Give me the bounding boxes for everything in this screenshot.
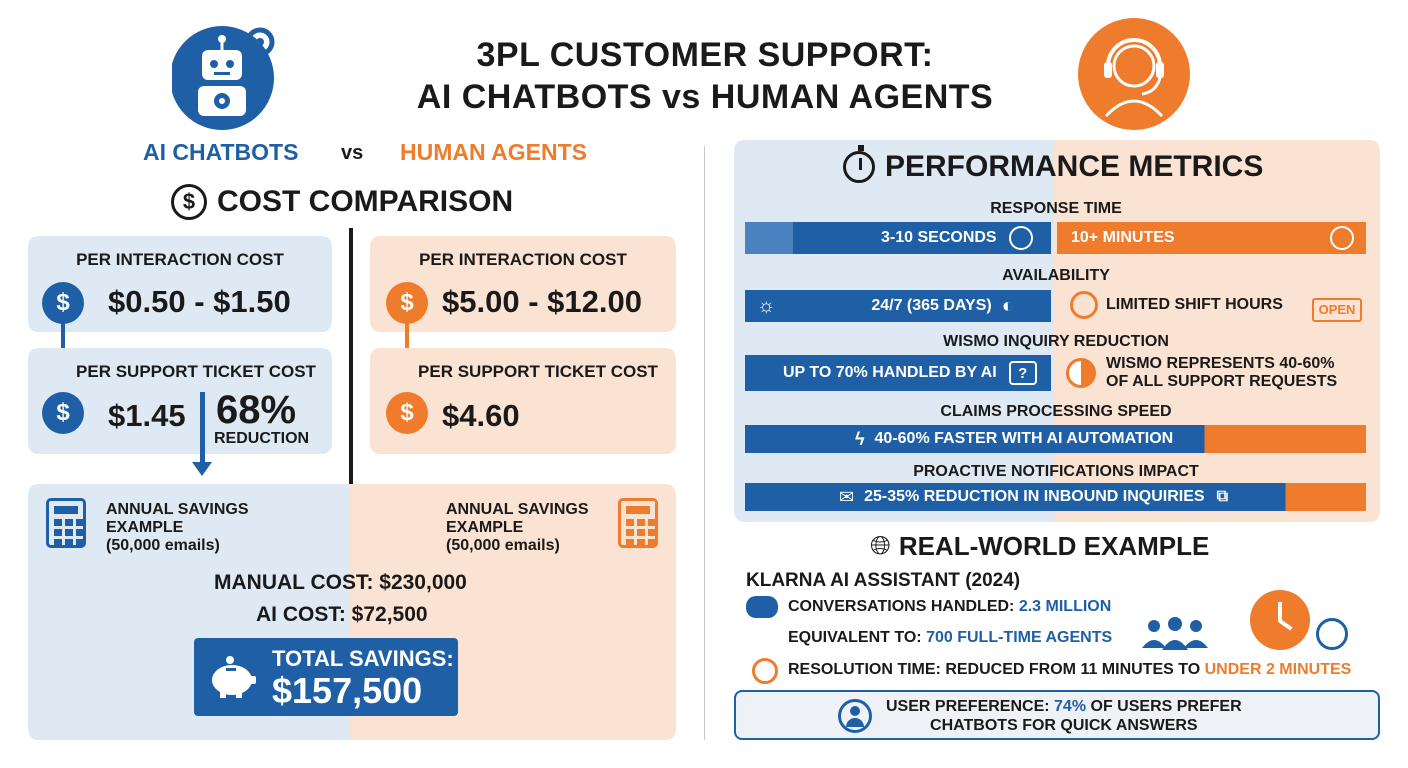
day-night-icon: ◐	[1001, 294, 1014, 317]
ai-dollar-coin-icon: $	[42, 282, 84, 324]
metrics-heading: PERFORMANCE METRICS	[843, 145, 1263, 184]
reduction-label: REDUCTION	[214, 430, 310, 447]
calculator-icon-orange	[618, 498, 658, 548]
sun-icon: ☼	[757, 294, 776, 317]
human-per-ticket-title: PER SUPPORT TICKET COST	[418, 362, 658, 381]
ai-per-interaction-title: PER INTERACTION COST	[76, 250, 284, 269]
human-per-ticket-value: $4.60	[442, 398, 520, 433]
reduction-arrow-line	[200, 392, 205, 464]
ai-per-ticket-box: PER SUPPORT TICKET COST $1.45 68% REDUCT…	[28, 348, 332, 454]
chat-bubbles-icon	[746, 596, 778, 618]
metrics-panel-human	[1054, 140, 1380, 522]
ai-ticket-coin-icon: $	[42, 392, 84, 434]
title-line-2: AI CHATBOTS vs HUMAN AGENTS	[416, 78, 994, 116]
manual-cost: MANUAL COST: $230,000	[214, 571, 467, 594]
question-bubble-icon: ?	[1008, 361, 1037, 385]
claims-bar: ϟ 40-60% FASTER WITH AI AUTOMATION	[745, 425, 1366, 453]
divider-arrow	[349, 228, 353, 548]
robot-icon	[170, 20, 282, 130]
real-world-heading: 🌐︎ REAL-WORLD EXAMPLE	[870, 530, 1210, 561]
title-line-1: 3PL CUSTOMER SUPPORT:	[476, 36, 934, 74]
total-savings-badge: TOTAL SAVINGS: $157,500	[194, 638, 458, 716]
human-dollar-coin-icon: $	[386, 282, 428, 324]
ai-chatbots-label: AI CHATBOTS	[143, 139, 299, 165]
wismo-ai-bar: UP TO 70% HANDLED BY AI ?	[745, 355, 1051, 391]
availability-human: LIMITED SHIFT HOURS	[1106, 296, 1283, 313]
response-time-ai-bar: 3-10 SECONDS	[745, 222, 1051, 254]
stopwatch-icon	[843, 145, 875, 183]
user-preference-box: USER PREFERENCE: 74% OF USERS PREFER CHA…	[734, 690, 1380, 740]
proactive-label: PROACTIVE NOTIFICATIONS IMPACT	[913, 463, 1199, 480]
response-time-label: RESPONSE TIME	[990, 200, 1122, 217]
envelope-icon: ✉	[839, 486, 855, 507]
metrics-panel-ai	[734, 140, 1054, 522]
small-clock-icon	[1316, 618, 1348, 650]
ai-annual-label: ANNUAL SAVINGS EXAMPLE (50,000 emails)	[106, 501, 249, 554]
conversations-line: CONVERSATIONS HANDLED: 2.3 MILLION	[788, 598, 1112, 615]
human-agents-label: HUMAN AGENTS	[400, 139, 587, 165]
human-annual-label: ANNUAL SAVINGS EXAMPLE (50,000 emails)	[446, 501, 589, 554]
open-sign-icon: OPEN	[1312, 298, 1362, 322]
total-savings-value: $157,500	[272, 670, 423, 711]
human-per-interaction-value: $5.00 - $12.00	[442, 284, 642, 319]
reduction-percent: 68%	[216, 388, 297, 432]
clock-icon	[1330, 226, 1354, 250]
availability-ai-bar: ☼ 24/7 (365 DAYS) ◐	[745, 290, 1051, 322]
ai-per-ticket-title: PER SUPPORT TICKET COST	[76, 362, 316, 381]
page-title: 3PL CUSTOMER SUPPORT: AI CHATBOTS vs HUM…	[380, 34, 1030, 118]
proactive-bar: ✉ 25-35% REDUCTION IN INBOUND INQUIRIES …	[745, 483, 1366, 511]
lightning-icon: ϟ	[855, 428, 865, 449]
equivalent-line: EQUIVALENT TO: 700 FULL-TIME AGENTS	[788, 629, 1113, 646]
headset-agent-icon	[1078, 18, 1190, 130]
response-time-human-bar: 10+ MINUTES	[1057, 222, 1366, 254]
wismo-label: WISMO INQUIRY REDUCTION	[943, 333, 1169, 350]
page-divider	[704, 146, 705, 740]
human-per-interaction-title: PER INTERACTION COST	[419, 250, 627, 269]
dollar-circle-icon: $	[171, 184, 207, 220]
resolution-line: RESOLUTION TIME: REDUCED FROM 11 MINUTES…	[788, 661, 1352, 678]
piggy-bank-icon	[208, 656, 258, 705]
vs-label: vs	[341, 142, 364, 164]
external-link-icon: ⧉	[1216, 488, 1229, 505]
company-name: KLARNA AI ASSISTANT (2024)	[746, 570, 1021, 591]
ai-cost: AI COST: $72,500	[256, 603, 428, 626]
human-ticket-coin-icon: $	[386, 392, 428, 434]
calculator-icon	[46, 498, 86, 548]
pie-chart-icon	[1066, 358, 1096, 388]
user-preference-text: USER PREFERENCE: 74% OF USERS PREFER CHA…	[886, 698, 1242, 734]
total-savings-label: TOTAL SAVINGS:	[272, 646, 454, 671]
ai-per-ticket-value: $1.45	[108, 398, 186, 433]
claims-label: CLAIMS PROCESSING SPEED	[940, 403, 1172, 420]
globe-icon: 🌐︎	[870, 530, 891, 560]
reduction-arrowhead	[192, 462, 212, 476]
wismo-human: WISMO REPRESENTS 40-60% OF ALL SUPPORT R…	[1106, 355, 1338, 390]
availability-label: AVAILABILITY	[1002, 267, 1110, 284]
clock-icon-orange	[1070, 291, 1098, 319]
people-group-icon	[1140, 614, 1210, 659]
cost-heading: $ COST COMPARISON	[171, 184, 513, 220]
ai-per-interaction-value: $0.50 - $1.50	[108, 284, 291, 319]
big-clock-icon	[1250, 590, 1310, 650]
user-icon	[838, 699, 872, 733]
clock-icon	[1008, 226, 1033, 250]
clock-outline-icon	[752, 658, 778, 684]
